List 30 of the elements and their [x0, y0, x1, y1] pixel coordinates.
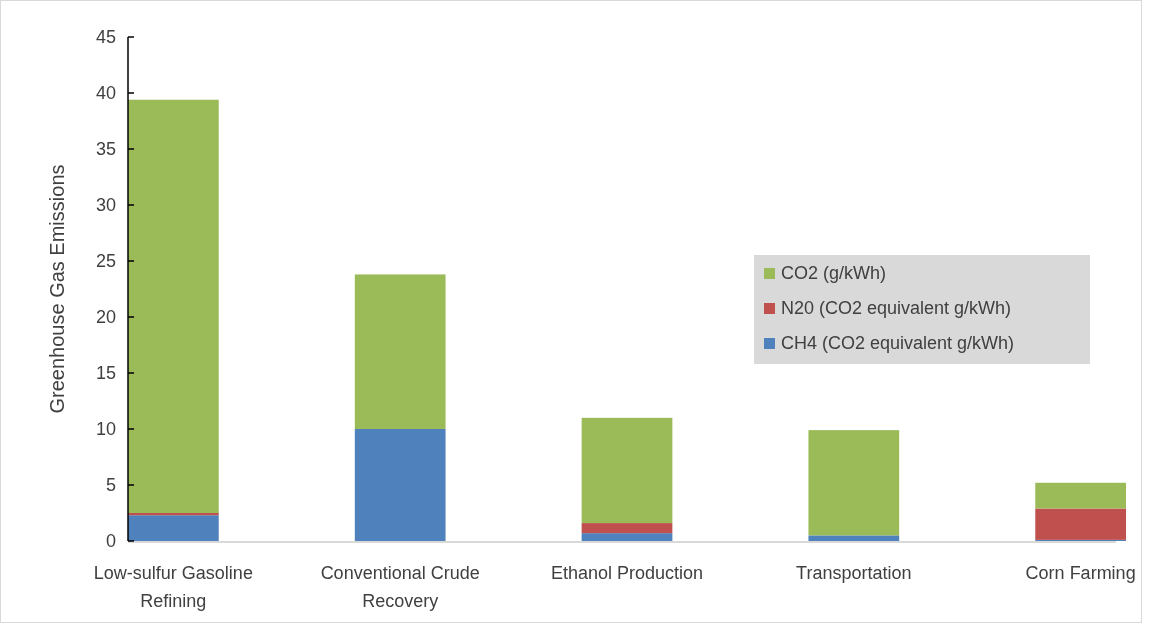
- y-tick-label: 20: [95, 307, 116, 327]
- y-tick-label: 10: [95, 419, 116, 439]
- x-tick-label: Conventional Crude Recovery: [320, 563, 480, 611]
- bar: [581, 523, 673, 534]
- y-tick-label: 25: [95, 251, 116, 271]
- bar: [581, 533, 673, 541]
- legend-label: CH4 (CO2 equivalent g/kWh): [781, 333, 1015, 353]
- legend-label: N20 (CO2 equivalent g/kWh): [781, 298, 1012, 318]
- y-tick-label: 40: [95, 83, 116, 103]
- y-tick-label: 15: [95, 363, 116, 383]
- bar: [1035, 482, 1126, 509]
- bar: [808, 535, 900, 541]
- bar: [581, 417, 673, 524]
- bar: [354, 429, 446, 541]
- x-tick-label: Low-sulfur Gasoline Refining: [93, 563, 253, 611]
- x-tick-label: Transportation: [796, 563, 912, 583]
- legend-label: CO2 (g/kWh): [781, 263, 887, 283]
- y-tick-label: 35: [95, 139, 116, 159]
- y-axis-title: Greenhouse Gas Emissions: [46, 164, 68, 414]
- bar: [1035, 508, 1126, 540]
- y-tick-label: 5: [105, 475, 116, 495]
- x-tick-label: Ethanol Production: [550, 563, 704, 583]
- y-tick-label: 45: [95, 27, 116, 47]
- y-tick-label: 30: [95, 195, 116, 215]
- bar: [128, 515, 219, 541]
- bar: [808, 430, 900, 536]
- x-tick-label: Corn Farming: [1025, 563, 1136, 583]
- bar: [354, 274, 446, 429]
- y-tick-label: 0: [105, 531, 116, 551]
- bar: [128, 99, 219, 513]
